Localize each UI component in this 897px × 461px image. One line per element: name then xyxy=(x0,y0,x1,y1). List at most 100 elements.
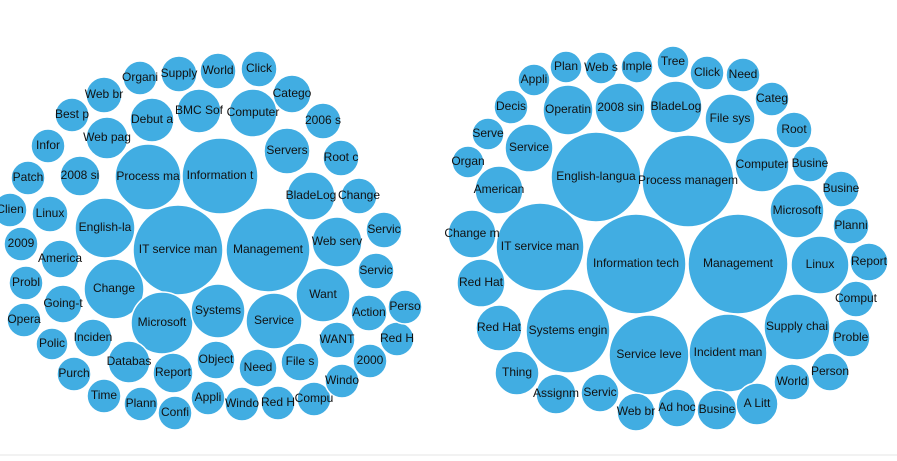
bubble-label: Web serv xyxy=(312,234,362,248)
bubble xyxy=(447,209,497,259)
bubble-label: Systems xyxy=(195,303,241,317)
bubble xyxy=(585,213,687,315)
bubble-label: Best p xyxy=(55,107,89,121)
bubble xyxy=(641,134,735,228)
bubble-label: Infor xyxy=(36,138,60,152)
bubble xyxy=(83,258,145,320)
bubble-label: Computer xyxy=(227,105,280,119)
bubble xyxy=(228,88,278,138)
bubble-label: 2006 s xyxy=(305,113,341,127)
bubble xyxy=(474,165,524,215)
bubble xyxy=(199,52,237,90)
bubble-label: Busine xyxy=(823,181,860,195)
bubble xyxy=(495,202,585,292)
bubble-label: Polic xyxy=(39,336,65,350)
bubble-label: Click xyxy=(246,61,273,75)
bubble-label: Change m xyxy=(444,226,499,240)
bubble-label: Perso xyxy=(389,299,421,313)
bubble xyxy=(494,350,540,396)
bubble xyxy=(280,342,320,382)
bubble xyxy=(10,160,46,196)
bubble xyxy=(85,116,129,160)
bubble xyxy=(580,373,620,413)
bubble xyxy=(190,283,246,339)
bubble xyxy=(8,265,44,301)
bubble-label: Servic xyxy=(367,222,400,236)
bubble-label: Inciden xyxy=(74,330,113,344)
bubble-label: Root xyxy=(781,122,807,136)
bubble-label: Busine xyxy=(699,402,736,416)
bubble xyxy=(504,123,554,173)
bubble-label: Action xyxy=(352,305,385,319)
bubble-label: Service xyxy=(254,313,294,327)
bubble xyxy=(190,380,226,416)
bubble-label: Thing xyxy=(502,365,532,379)
bubble-label: World xyxy=(202,63,233,77)
bubble-label: Organi xyxy=(122,70,158,84)
bubble xyxy=(30,128,66,164)
bubble-label: Servers xyxy=(266,143,307,157)
bubble xyxy=(656,45,690,79)
bubble xyxy=(54,97,90,133)
bubble-label: BladeLog xyxy=(651,99,702,113)
bubble-label: BMC Sof xyxy=(175,103,224,117)
bubble xyxy=(790,235,850,295)
bubble xyxy=(43,284,83,324)
bubble-label: Tree xyxy=(661,54,686,68)
bubble-label: IT service man xyxy=(501,239,579,253)
bubble xyxy=(160,55,198,93)
bubble-label: WANT xyxy=(320,332,356,346)
bubble xyxy=(775,111,813,149)
bubble-label: Servic xyxy=(359,263,392,277)
bubble xyxy=(196,340,236,380)
bubble-label: English-langua xyxy=(556,169,636,183)
bubble xyxy=(810,352,850,392)
bubble-label: Opera xyxy=(7,312,41,326)
bubble xyxy=(157,395,193,431)
bubble xyxy=(365,211,403,249)
bubble xyxy=(471,117,505,151)
bubble-label: Debut a xyxy=(131,112,173,126)
bubble-label: Decis xyxy=(496,99,526,113)
bubble xyxy=(594,82,646,134)
bubble xyxy=(493,89,529,125)
bubble-label: Plan xyxy=(554,59,578,73)
bubble-label: Red H xyxy=(380,331,414,345)
bubble xyxy=(832,207,870,245)
bubble xyxy=(0,192,28,228)
bubble-label: Patch xyxy=(13,170,44,184)
bubble-label: Compu xyxy=(295,391,334,405)
bubble-label: Operatin xyxy=(545,102,591,116)
bubble-label: Root c xyxy=(324,150,359,164)
bubble-label: 2009 xyxy=(8,236,35,250)
bubble-label: World xyxy=(776,374,807,388)
bubble xyxy=(129,97,175,143)
bubble xyxy=(59,155,101,197)
bubble xyxy=(704,93,756,145)
bubble-label: Confi xyxy=(161,405,189,419)
bubble xyxy=(735,382,779,426)
bubble xyxy=(791,145,829,183)
bubble xyxy=(295,267,351,323)
bubble xyxy=(754,81,790,117)
bubble xyxy=(340,177,378,215)
bubble xyxy=(56,356,92,392)
bubble xyxy=(352,343,388,379)
bubble xyxy=(35,327,69,361)
bubble-label: Process ma xyxy=(116,169,180,183)
bubble-label: Windo xyxy=(325,373,359,387)
bubble-label: Microsoft xyxy=(773,203,822,217)
bubble xyxy=(238,348,278,388)
bubble-label: Going-t xyxy=(43,296,83,310)
bubble xyxy=(245,292,303,350)
bubble-label: Information t xyxy=(187,168,254,182)
bubble xyxy=(311,216,363,268)
bubble-label: Categ xyxy=(756,91,788,105)
bubble-label: Need xyxy=(729,67,758,81)
bubble-label: Databas xyxy=(107,354,152,368)
bubble-label: English-la xyxy=(79,220,132,234)
bubble xyxy=(31,195,69,233)
bubble-label: BladeLog xyxy=(286,188,337,202)
bubble xyxy=(263,127,311,175)
bubble xyxy=(649,80,703,134)
